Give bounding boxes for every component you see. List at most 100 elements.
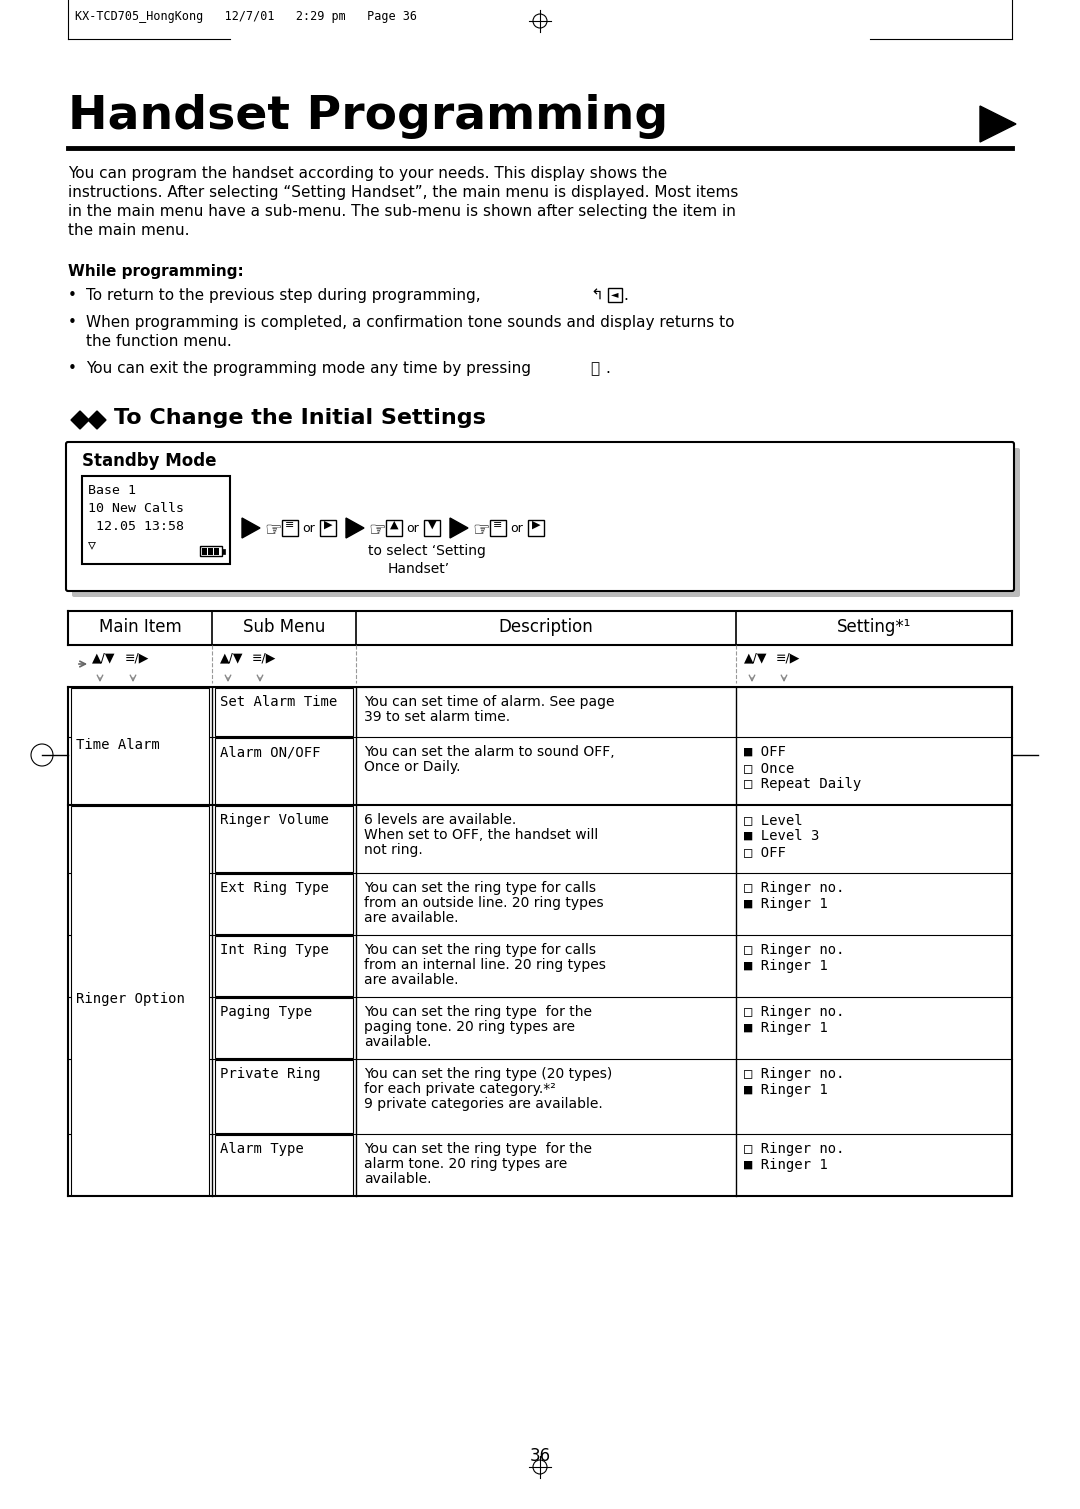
Text: Standby Mode: Standby Mode [82,453,216,469]
Bar [528,521,544,536]
Text: 36: 36 [529,1447,551,1465]
Bar [424,521,440,536]
Bar [202,548,207,554]
Text: □ Ringer no.: □ Ringer no. [744,943,845,957]
Text: You can set the ring type  for the: You can set the ring type for the [364,1142,592,1156]
Polygon shape [87,410,106,429]
Text: Ringer Volume: Ringer Volume [220,813,329,827]
Text: 9 private categories are available.: 9 private categories are available. [364,1097,603,1111]
Text: ■ OFF: ■ OFF [744,745,786,759]
Text: □ Once: □ Once [744,761,794,776]
Text: Setting*¹: Setting*¹ [837,619,912,635]
Text: instructions. After selecting “Setting Handset”, the main menu is displayed. Mos: instructions. After selecting “Setting H… [68,186,739,201]
Text: Alarm ON/OFF: Alarm ON/OFF [220,745,321,759]
Text: ▼: ▼ [428,521,436,530]
Text: ▲/▼: ▲/▼ [92,650,116,664]
Text: ☞: ☞ [264,521,282,540]
Text: •: • [68,288,77,303]
Text: ▶: ▶ [324,521,333,530]
Text: ◄: ◄ [611,290,619,299]
Text: ≡: ≡ [494,521,502,530]
Text: Alarm Type: Alarm Type [220,1142,303,1156]
Text: ■ Ringer 1: ■ Ringer 1 [744,1083,827,1097]
Text: □ OFF: □ OFF [744,845,786,859]
Text: You can exit the programming mode any time by pressing: You can exit the programming mode any ti… [86,361,531,376]
Text: ■ Level 3: ■ Level 3 [744,828,820,844]
Text: ≡/▶: ≡/▶ [252,650,276,664]
Bar [214,548,219,554]
Text: ≡/▶: ≡/▶ [777,650,800,664]
Text: or: or [302,522,314,536]
Text: alarm tone. 20 ring types are: alarm tone. 20 ring types are [364,1157,567,1171]
Text: □ Ringer no.: □ Ringer no. [744,1005,845,1019]
Text: Private Ring: Private Ring [220,1067,321,1080]
Bar [215,997,353,1058]
Polygon shape [980,106,1016,142]
Text: Int Ring Type: Int Ring Type [220,943,329,957]
Text: You can set time of alarm. See page: You can set time of alarm. See page [364,696,615,709]
Text: When set to OFF, the handset will: When set to OFF, the handset will [364,828,598,842]
Text: Set Alarm Time: Set Alarm Time [220,696,337,709]
Bar [282,521,298,536]
Text: You can set the alarm to sound OFF,: You can set the alarm to sound OFF, [364,745,615,759]
Text: the main menu.: the main menu. [68,223,189,238]
Text: □ Ringer no.: □ Ringer no. [744,881,845,895]
Polygon shape [71,410,89,429]
Bar [208,548,213,554]
Text: ■ Ringer 1: ■ Ringer 1 [744,960,827,973]
Text: in the main menu have a sub-menu. The sub-menu is shown after selecting the item: in the main menu have a sub-menu. The su… [68,204,735,219]
Text: or: or [406,522,419,536]
Text: ☞: ☞ [368,521,386,540]
Text: ▲: ▲ [390,521,399,530]
Bar [215,1135,353,1195]
Text: You can set the ring type  for the: You can set the ring type for the [364,1005,592,1019]
Text: Once or Daily.: Once or Daily. [364,761,460,774]
Text: Handset’: Handset’ [388,561,450,576]
Bar [200,546,222,555]
FancyBboxPatch shape [66,442,1014,592]
Polygon shape [450,518,468,539]
Text: Main Item: Main Item [98,619,181,635]
Text: Time Alarm: Time Alarm [76,738,160,751]
Text: □ Level: □ Level [744,813,802,827]
Text: available.: available. [364,1035,432,1049]
Text: are available.: are available. [364,973,459,987]
Bar [215,738,353,804]
Text: from an outside line. 20 ring types: from an outside line. 20 ring types [364,896,604,910]
Bar [386,521,402,536]
Bar [71,688,210,804]
Text: When programming is completed, a confirmation tone sounds and display returns to: When programming is completed, a confirm… [86,315,734,330]
Text: 12.05 13:58: 12.05 13:58 [87,521,184,533]
Polygon shape [346,518,364,539]
Text: You can set the ring type (20 types): You can set the ring type (20 types) [364,1067,612,1080]
Text: While programming:: While programming: [68,264,244,279]
Text: Paging Type: Paging Type [220,1005,312,1019]
Text: Base 1: Base 1 [87,484,136,496]
Text: □ Ringer no.: □ Ringer no. [744,1142,845,1156]
Text: for each private category.*²: for each private category.*² [364,1082,556,1096]
Text: Ringer Option: Ringer Option [76,993,185,1007]
Text: Sub Menu: Sub Menu [243,619,325,635]
Text: ↰: ↰ [590,288,603,303]
Bar [215,806,353,872]
Text: •: • [68,315,77,330]
Text: 10 New Calls: 10 New Calls [87,502,184,515]
Text: or: or [510,522,523,536]
Text: To Change the Initial Settings: To Change the Initial Settings [114,407,486,429]
Text: ▽: ▽ [87,539,96,551]
Text: KX-TCD705_HongKong   12/7/01   2:29 pm   Page 36: KX-TCD705_HongKong 12/7/01 2:29 pm Page … [75,11,417,23]
Text: not ring.: not ring. [364,844,422,857]
Text: ≡: ≡ [285,521,295,530]
Text: Description: Description [499,619,593,635]
Text: Ext Ring Type: Ext Ring Type [220,881,329,895]
Bar [490,521,507,536]
Text: □ Ringer no.: □ Ringer no. [744,1067,845,1080]
Text: the function menu.: the function menu. [86,333,232,349]
Text: to select ‘Setting: to select ‘Setting [368,545,486,558]
Text: •: • [68,361,77,376]
Bar [608,288,622,302]
Bar [71,806,210,1195]
Bar [82,475,230,564]
Bar [215,936,353,996]
Text: .: . [623,288,627,303]
